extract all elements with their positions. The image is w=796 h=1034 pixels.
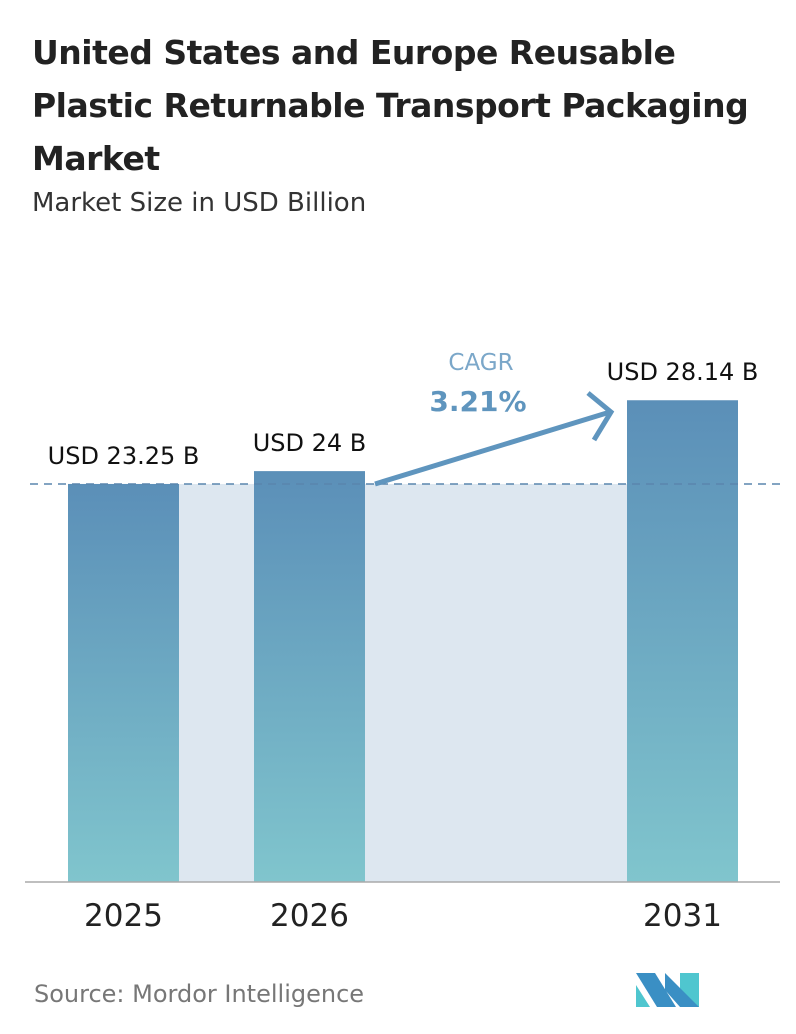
bar-2026 <box>254 471 365 882</box>
data-label: USD 28.14 B <box>607 358 759 386</box>
source-text: Source: Mordor Intelligence <box>34 980 365 1008</box>
chart-subtitle: Market Size in USD Billion <box>32 188 367 218</box>
data-label: USD 23.25 B <box>48 442 200 470</box>
x-tick-label: 2031 <box>643 898 722 934</box>
cagr-arrow <box>374 409 611 487</box>
bar-2025 <box>68 483 179 882</box>
cagr-value: 3.21% <box>429 385 526 418</box>
bar-2031 <box>627 400 738 882</box>
cagr-label: CAGR <box>448 350 513 376</box>
x-tick-label: 2026 <box>270 898 349 934</box>
data-label: USD 24 B <box>253 429 367 457</box>
baseline-shade <box>68 483 738 882</box>
cagr-arrowhead <box>586 391 615 442</box>
x-tick-label: 2025 <box>84 898 163 934</box>
chart-title: United States and Europe Reusable Plasti… <box>32 33 749 178</box>
